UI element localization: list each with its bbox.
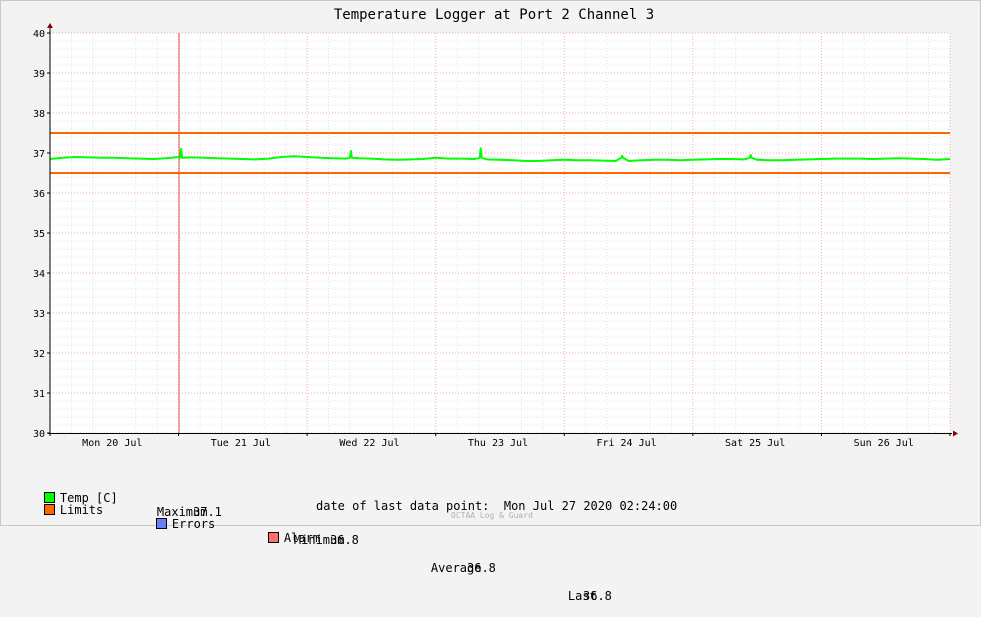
x-tick-label: Thu 23 Jul: [468, 438, 528, 449]
chart-title: Temperature Logger at Port 2 Channel 3: [334, 7, 654, 23]
stat-minimum-value: 36.8: [330, 533, 359, 547]
chart-area: Temperature Logger at Port 2 Channel 3 4…: [33, 7, 958, 449]
x-tick-label: Wed 22 Jul: [339, 438, 399, 449]
legend-row-2: Limits Errors Alarm: [15, 475, 320, 545]
y-tick-label: 38: [33, 109, 45, 120]
last-data-point-label: date of last data point:: [316, 499, 490, 513]
legend-temp-swatch: [43, 492, 55, 503]
y-tick-label: 31: [33, 389, 45, 400]
y-tick-label: 35: [33, 229, 45, 240]
last-data-point: date of last data point: Mon Jul 27 2020…: [316, 499, 677, 513]
y-tick-label: 34: [33, 269, 45, 280]
legend-errors-swatch: [155, 518, 167, 529]
legend-temp-label: Temp [C]: [59, 491, 118, 505]
x-axis-arrow: [953, 430, 958, 437]
x-tick-label: Sat 25 Jul: [725, 438, 785, 449]
watermark: OCTAA Log & Guard: [451, 511, 533, 520]
x-tick-label: Mon 20 Jul: [82, 438, 142, 449]
y-axis-arrow: [47, 23, 53, 28]
legend-temp: Temp [C]: [15, 477, 118, 519]
legend-alarm-label: Alarm: [283, 531, 321, 545]
y-tick-label: 30: [33, 429, 45, 440]
y-tick-label: 32: [33, 349, 45, 360]
x-tick-label: Fri 24 Jul: [596, 438, 656, 449]
legend-errors-label: Errors: [171, 517, 216, 531]
x-tick-label: Sun 26 Jul: [854, 438, 914, 449]
stat-maximum: Maximum: [128, 491, 208, 533]
y-tick-label: 33: [33, 309, 45, 320]
y-tick-label: 39: [33, 69, 45, 80]
x-tick-label: Tue 21 Jul: [211, 438, 271, 449]
legend-alarm-swatch: [267, 532, 279, 543]
legend-limits-swatch: [43, 504, 55, 515]
legend-limits-label: Limits: [59, 503, 104, 517]
temp-series-line: [49, 147, 951, 162]
y-tick-label: 40: [33, 29, 45, 40]
stat-last-value: 36.8: [583, 589, 612, 603]
stat-average-value: 36.8: [467, 561, 496, 575]
legend-errors: Errors: [127, 503, 215, 545]
legend-alarm: Alarm: [239, 517, 320, 559]
stat-maximum-label: Maximum: [156, 505, 208, 519]
stat-maximum-value: 37.1: [193, 505, 222, 519]
y-tick-label: 36: [33, 189, 45, 200]
last-data-point-value: Mon Jul 27 2020 02:24:00: [503, 499, 678, 513]
y-tick-label: 37: [33, 149, 45, 160]
legend-limits: Limits: [15, 489, 103, 531]
